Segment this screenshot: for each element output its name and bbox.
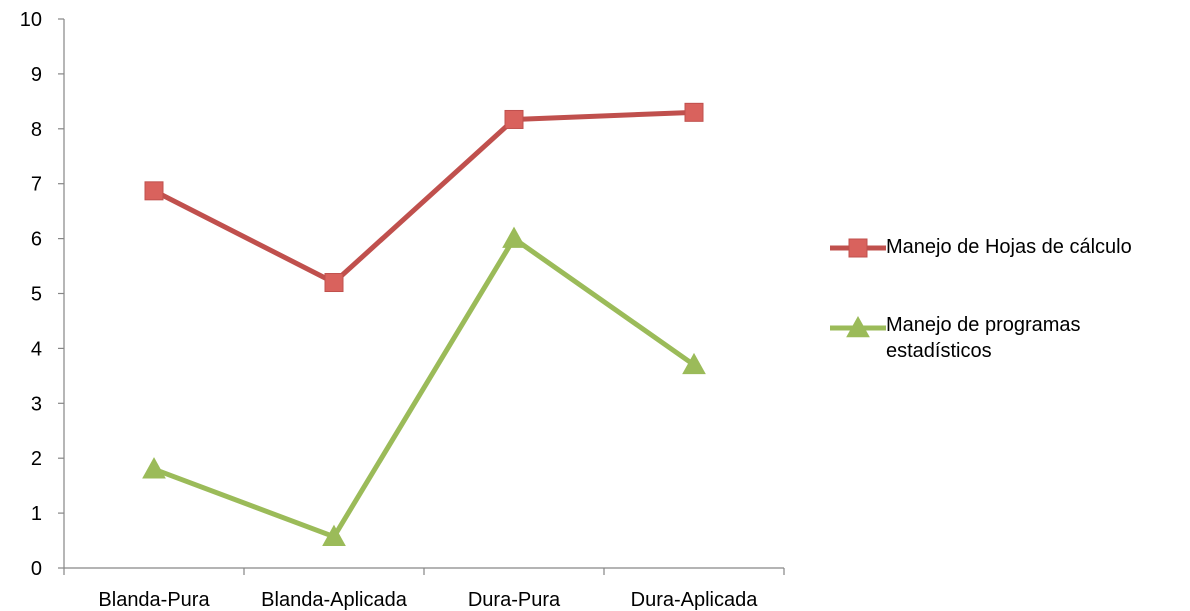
series-2-point xyxy=(502,226,526,248)
series-2-point xyxy=(322,524,346,547)
legend-swatch-2 xyxy=(830,315,886,338)
x-tick-label: Blanda-Aplicada xyxy=(261,589,408,611)
y-tick-label: 6 xyxy=(31,229,42,251)
y-tick-label: 2 xyxy=(31,448,42,470)
x-tick-label: Blanda-Pura xyxy=(98,589,210,611)
legend-item-1: Manejo de Hojas de cálculo xyxy=(830,228,1190,268)
y-tick-label: 9 xyxy=(31,64,42,86)
chart-series-layer xyxy=(142,102,706,547)
y-tick-label: 5 xyxy=(31,284,42,306)
chart-axes: 0 1 2 3 4 5 6 7 8 9 10 Blanda-Pura Blanda-Aplicada Du… xyxy=(20,9,785,611)
y-tick-label: 10 xyxy=(20,9,42,31)
series-2-point xyxy=(682,352,706,375)
series-line-2 xyxy=(151,236,697,540)
y-tick-label: 3 xyxy=(31,393,42,415)
y-tick-label: 4 xyxy=(31,338,42,360)
legend-item-2: Manejo de programas estadísticos xyxy=(830,308,1190,364)
y-tick-label: 0 xyxy=(31,558,42,580)
legend-swatch-marker xyxy=(846,315,870,338)
legend-label: Manejo de programas estadísticos xyxy=(886,314,1081,362)
series-1-point xyxy=(144,181,164,201)
legend-label: Manejo de Hojas de cálculo xyxy=(886,236,1132,258)
series-1-point xyxy=(684,102,704,122)
series-2-point xyxy=(142,457,166,479)
series-line-1 xyxy=(151,109,697,286)
y-tick-label: 7 xyxy=(31,174,42,196)
y-tick-label: 8 xyxy=(31,119,42,141)
x-tick-label: Dura-Pura xyxy=(468,589,561,611)
y-tick-label: 1 xyxy=(31,503,42,525)
legend-swatch-marker xyxy=(848,238,868,258)
chart-legend: Manejo de Hojas de cálculo Manejo de prog… xyxy=(830,228,1190,404)
x-tick-label: Dura-Aplicada xyxy=(631,589,759,611)
series-1-point xyxy=(324,273,344,293)
legend-swatch-1 xyxy=(830,238,886,258)
series-1-point xyxy=(504,109,524,129)
